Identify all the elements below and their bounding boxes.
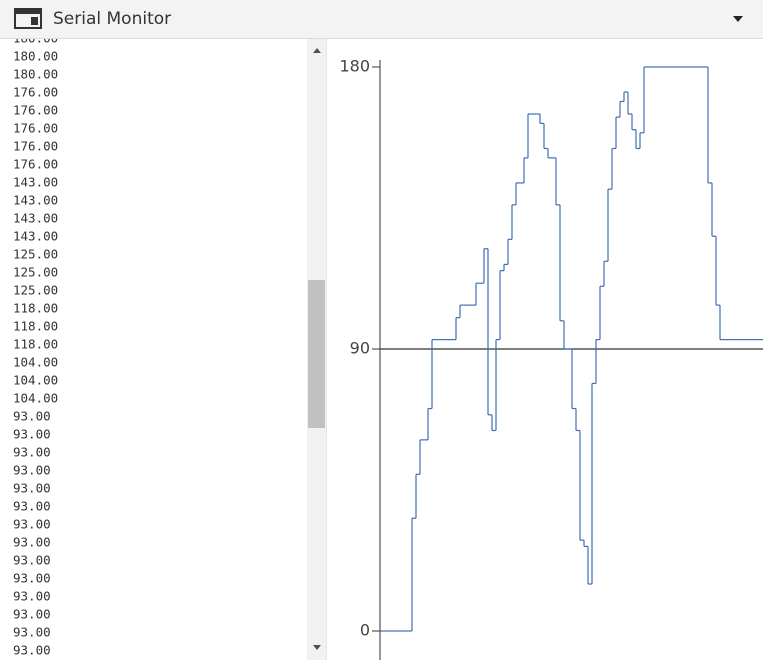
log-line: 176.00: [13, 103, 58, 118]
dropdown-toggle[interactable]: [733, 16, 743, 22]
log-line: 143.00: [13, 175, 58, 190]
header-bar: [0, 0, 763, 38]
log-line: 104.00: [13, 373, 58, 388]
log-line: 104.00: [13, 391, 58, 406]
log-line: 180.00: [13, 67, 58, 82]
plotter: 0 90 180: [339, 57, 763, 660]
log-line: 93.00: [13, 571, 51, 586]
log-line: 93.00: [13, 625, 51, 640]
log-line: 93.00: [13, 643, 51, 658]
log-line: 93.00: [13, 427, 51, 442]
log-line: 180.00: [13, 49, 58, 64]
log-line: 176.00: [13, 139, 58, 154]
log-line: 143.00: [13, 211, 58, 226]
log-line: 143.00: [13, 193, 58, 208]
log-line: 143.00: [13, 229, 58, 244]
log-panel: 180.00180.00180.00176.00176.00176.00176.…: [13, 31, 58, 658]
window-icon: [14, 8, 42, 29]
log-line: 93.00: [13, 535, 51, 550]
log-line: 118.00: [13, 319, 58, 334]
header-title: Serial Monitor: [53, 9, 171, 29]
log-line: 125.00: [13, 247, 58, 262]
log-line: 93.00: [13, 409, 51, 424]
log-line: 125.00: [13, 283, 58, 298]
log-line: 93.00: [13, 607, 51, 622]
log-line: 118.00: [13, 301, 58, 316]
log-line: 118.00: [13, 337, 58, 352]
log-line: 125.00: [13, 265, 58, 280]
y-tick-label: 0: [360, 621, 370, 640]
log-line: 93.00: [13, 553, 51, 568]
log-line: 93.00: [13, 589, 51, 604]
log-line: 93.00: [13, 499, 51, 514]
log-line: 93.00: [13, 481, 51, 496]
log-line: 176.00: [13, 85, 58, 100]
y-tick-label: 180: [339, 57, 370, 76]
scrollbar[interactable]: [307, 39, 326, 660]
log-line: 104.00: [13, 355, 58, 370]
log-line: 93.00: [13, 463, 51, 478]
log-line: 176.00: [13, 157, 58, 172]
log-line: 93.00: [13, 445, 51, 460]
y-tick-label: 90: [350, 339, 370, 358]
log-line: 176.00: [13, 121, 58, 136]
log-line: 93.00: [13, 517, 51, 532]
